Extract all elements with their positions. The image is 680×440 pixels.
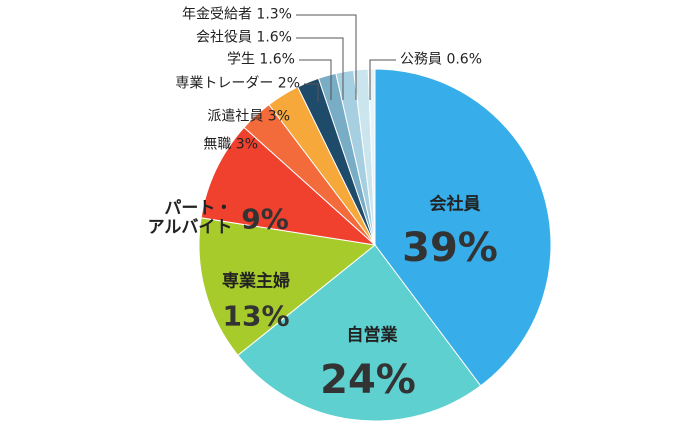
leader-line <box>369 59 396 100</box>
slice-value: 3% <box>235 136 258 153</box>
slice-label: 公務員 0.6% <box>400 52 482 67</box>
slice-value: 0.6% <box>446 51 483 68</box>
slice-label-name: 学生 <box>226 51 255 68</box>
slice-label: 派遣社員 3% <box>207 109 290 124</box>
slice-label-name: 年金受給者 <box>181 6 252 23</box>
slice-value: 9% <box>241 202 289 236</box>
pie-slice <box>374 68 552 387</box>
slice-label-name: 専業トレーダー <box>175 75 274 92</box>
slice-label-name: 無職 <box>203 136 232 153</box>
pie-slice <box>237 244 482 422</box>
slice-label: パート・ アルバイト <box>147 198 233 237</box>
slice-label-name: 公務員 <box>400 51 442 68</box>
leader-line <box>296 14 357 100</box>
slice-label: 専業主婦 <box>222 271 290 292</box>
pie-slice <box>367 68 376 246</box>
slice-value: 24% <box>320 357 416 403</box>
slice-label: 自営業 <box>346 325 398 346</box>
slice-value: 13% <box>222 299 290 333</box>
slice-value: 3% <box>267 108 290 125</box>
leader-line <box>304 83 319 102</box>
slice-label: 無職 3% <box>203 137 258 152</box>
pie-slice <box>200 126 377 246</box>
slice-label-name: 派遣社員 <box>207 108 264 125</box>
slice-label: 会社役員 1.6% <box>196 30 292 45</box>
slice-label: 年金受給者 1.3% <box>182 7 292 22</box>
leader-line <box>299 59 332 100</box>
pie-slice <box>198 217 377 357</box>
slice-value: 39% <box>402 225 498 271</box>
slice-label: 学生 1.6% <box>227 52 295 67</box>
slice-value: 1.6% <box>259 51 295 68</box>
slice-value: 1.3% <box>256 6 292 23</box>
slice-value: 1.6% <box>256 29 292 46</box>
slice-label: 会社員 <box>429 194 481 215</box>
slice-label: 専業トレーダー 2% <box>175 76 300 91</box>
slice-label-name: 会社役員 <box>195 29 252 46</box>
slice-value: 2% <box>277 75 300 92</box>
leader-line <box>296 37 344 100</box>
